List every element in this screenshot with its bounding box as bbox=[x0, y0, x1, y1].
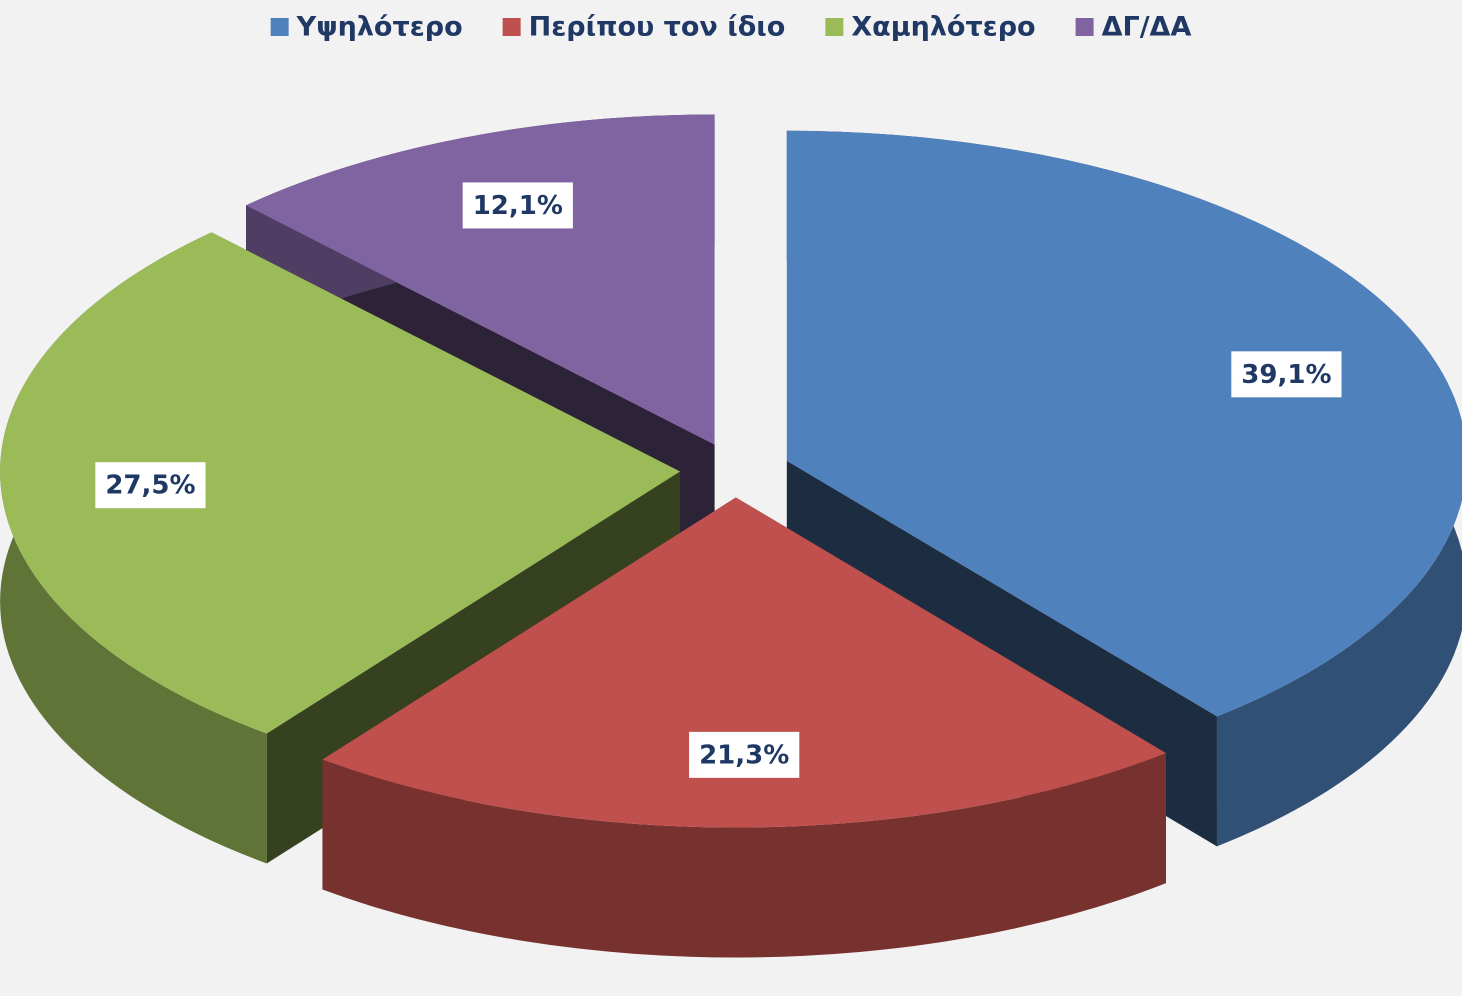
legend-label: ΔΓ/ΔΑ bbox=[1102, 12, 1192, 43]
legend-swatch bbox=[1075, 18, 1094, 36]
data-label-box bbox=[1231, 351, 1342, 398]
legend-label: Υψηλότερο bbox=[296, 12, 463, 43]
legend-swatch bbox=[270, 18, 289, 36]
data-label-box bbox=[689, 731, 800, 778]
legend: Υψηλότερο Περίπου τον ίδιο Χαμηλότερο ΔΓ/ΔΑ bbox=[270, 12, 1192, 43]
data-label-box bbox=[95, 462, 206, 509]
slice bbox=[245, 114, 715, 445]
data-label: 27,5% bbox=[105, 471, 195, 501]
legend-label: Χαμηλότερο bbox=[851, 12, 1035, 43]
slice bbox=[322, 497, 1167, 828]
legend-swatch bbox=[825, 18, 844, 36]
slice bbox=[0, 232, 681, 734]
legend-swatch bbox=[502, 18, 521, 36]
slice bbox=[786, 130, 1462, 717]
data-label-box bbox=[462, 182, 573, 229]
data-label: 12,1% bbox=[473, 191, 563, 221]
legend-label: Περίπου τον ίδιο bbox=[529, 12, 786, 43]
data-label: 39,1% bbox=[1241, 360, 1331, 390]
data-label: 21,3% bbox=[699, 740, 789, 770]
slice-side bbox=[322, 753, 1167, 958]
